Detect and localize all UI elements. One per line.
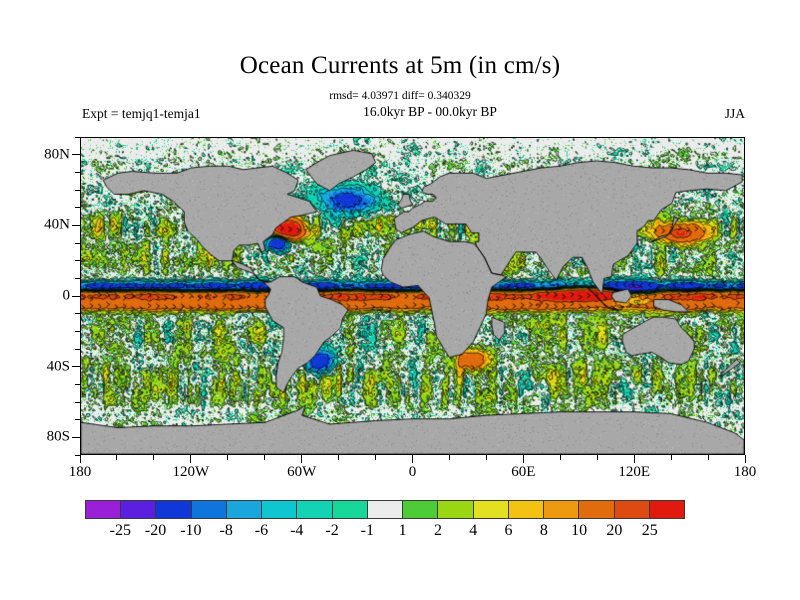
colorbar-tick-label: 2 bbox=[433, 522, 442, 539]
colorbar-swatch bbox=[438, 501, 474, 518]
colorbar-swatch bbox=[579, 501, 615, 518]
colorbar-tick-label: -10 bbox=[180, 522, 202, 539]
y-axis-tick bbox=[72, 436, 80, 438]
y-axis-tick bbox=[75, 207, 80, 209]
colorbar-swatch bbox=[332, 501, 368, 518]
colorbar-swatch bbox=[403, 501, 439, 518]
x-axis-label: 120E bbox=[618, 464, 650, 480]
colorbar-tick-label: -6 bbox=[254, 522, 269, 539]
colorbar-tick-label: 20 bbox=[606, 522, 623, 539]
x-axis-tick bbox=[79, 455, 81, 463]
x-axis-tick bbox=[485, 455, 487, 460]
y-axis-tick bbox=[72, 154, 80, 156]
x-axis-label: 120W bbox=[172, 464, 210, 480]
y-axis-tick bbox=[72, 366, 80, 368]
x-axis-tick bbox=[559, 455, 561, 460]
colorbar-tick-label: -20 bbox=[144, 522, 167, 539]
y-axis-label: 40N bbox=[44, 216, 70, 233]
y-axis-tick bbox=[75, 401, 80, 403]
x-axis-tick bbox=[596, 455, 598, 460]
x-axis-label: 0 bbox=[408, 464, 417, 480]
colorbar-swatch bbox=[544, 501, 580, 518]
y-axis-label: 80S bbox=[46, 428, 70, 445]
colorbar-swatch bbox=[649, 501, 684, 518]
colorbar-tick-label: -4 bbox=[290, 522, 304, 539]
colorbar-swatch bbox=[473, 501, 509, 518]
colorbar-tick-label: -8 bbox=[219, 522, 233, 539]
experiment-label: Expt = temjq1-temja1 bbox=[82, 106, 201, 121]
colorbar-swatch bbox=[156, 501, 192, 518]
x-axis-tick bbox=[375, 455, 377, 460]
y-axis-tick bbox=[72, 224, 80, 226]
colorbar-swatch bbox=[226, 501, 263, 518]
y-axis-tick bbox=[75, 260, 80, 262]
x-axis-tick bbox=[744, 455, 746, 463]
x-axis-tick bbox=[633, 455, 635, 463]
y-axis-tick bbox=[75, 330, 80, 332]
y-axis-label: 0 bbox=[62, 287, 71, 304]
x-axis-tick bbox=[190, 455, 192, 463]
x-axis-tick bbox=[670, 455, 672, 460]
season-label: JJA bbox=[724, 106, 745, 121]
y-axis-tick bbox=[75, 277, 80, 279]
colorbar-tick-label: 6 bbox=[504, 522, 513, 539]
colorbar-swatch bbox=[262, 501, 298, 518]
x-axis-tick bbox=[522, 455, 524, 463]
y-axis-tick bbox=[72, 295, 80, 297]
colorbar[interactable] bbox=[85, 500, 685, 519]
y-axis-tick bbox=[75, 242, 80, 244]
x-axis-tick bbox=[153, 455, 155, 460]
page-title: Ocean Currents at 5m (in cm/s) bbox=[239, 52, 561, 79]
ocean-current-anomaly-map bbox=[81, 138, 744, 454]
colorbar-tick-label: -1 bbox=[360, 522, 375, 539]
x-axis-tick bbox=[448, 455, 450, 460]
time-period-label: 16.0kyr BP - 00.0kyr BP bbox=[363, 104, 497, 119]
x-axis-tick bbox=[338, 455, 340, 460]
y-axis-tick bbox=[75, 313, 80, 315]
colorbar-swatch bbox=[367, 501, 404, 518]
y-axis-tick bbox=[75, 419, 80, 421]
colorbar-tick-label: 1 bbox=[398, 522, 407, 539]
colorbar-tick-label: -25 bbox=[109, 522, 131, 539]
y-axis-tick bbox=[75, 189, 80, 191]
y-axis-tick bbox=[75, 136, 80, 138]
y-axis-label: 40S bbox=[46, 358, 70, 375]
colorbar-tick-label: 4 bbox=[469, 522, 478, 539]
y-axis-tick bbox=[75, 348, 80, 350]
colorbar-tick-label: 25 bbox=[641, 522, 658, 539]
colorbar-swatch bbox=[297, 501, 333, 518]
colorbar-tick-label: 10 bbox=[571, 522, 588, 539]
colorbar-swatch bbox=[121, 501, 157, 518]
colorbar-swatch bbox=[614, 501, 650, 518]
statistics-label: rmsd= 4.03971 diff= 0.340329 bbox=[329, 90, 471, 102]
y-axis-tick bbox=[75, 454, 80, 456]
colorbar-swatch bbox=[191, 501, 227, 518]
colorbar-tick-label: 8 bbox=[539, 522, 548, 539]
x-axis-label: 60W bbox=[287, 464, 317, 480]
y-axis-tick bbox=[75, 383, 80, 385]
y-axis-tick bbox=[75, 171, 80, 173]
x-axis-tick bbox=[707, 455, 709, 460]
x-axis-label: 60E bbox=[511, 464, 536, 480]
x-axis-tick bbox=[412, 455, 413, 463]
x-axis-tick bbox=[301, 455, 303, 463]
x-axis-tick bbox=[264, 455, 266, 460]
x-axis-tick bbox=[227, 455, 229, 460]
map-plot-area[interactable] bbox=[80, 137, 745, 455]
colorbar-swatch bbox=[86, 501, 122, 518]
colorbar-tick-label: -2 bbox=[325, 522, 339, 539]
colorbar-swatch bbox=[508, 501, 545, 518]
colorbar-container bbox=[85, 500, 685, 519]
x-axis-label: 180 bbox=[68, 464, 92, 480]
x-axis-label: 180 bbox=[733, 464, 757, 480]
y-axis-label: 80N bbox=[44, 146, 70, 163]
x-axis-tick bbox=[116, 455, 118, 460]
